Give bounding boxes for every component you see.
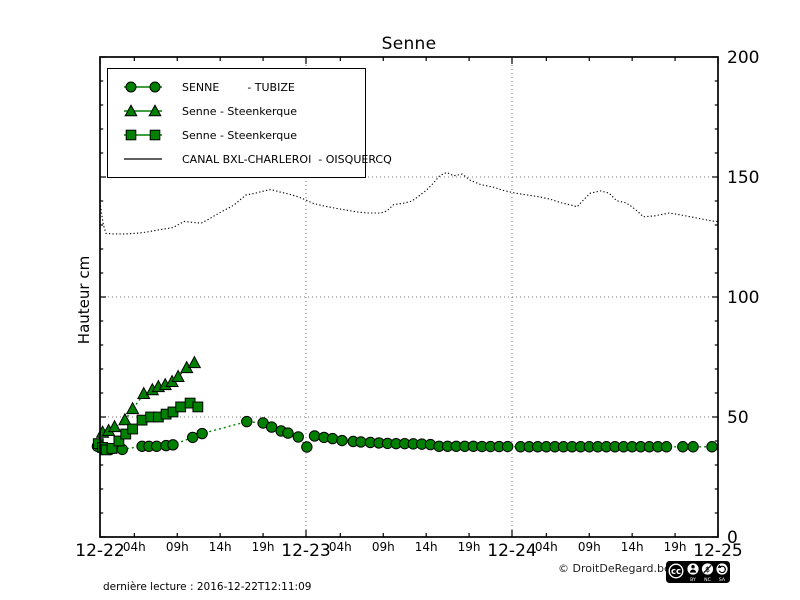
circle-marker-icon bbox=[124, 81, 162, 93]
copyright-text: © DroitDeRegard.be bbox=[558, 562, 671, 575]
x-hour-label: 14h bbox=[415, 540, 438, 554]
axis-tick-labels: 0 50 100 150 200 12-22 12-23 12-24 12-25 04h 09h 14… bbox=[75, 48, 759, 561]
y-tick-label: 0 bbox=[727, 528, 738, 548]
legend-item-canal: CANAL BXL-CHARLEROI - OISQUERCQ bbox=[121, 152, 392, 166]
legend: SENNE - TUBIZE Senne - Steenkerque Senne… bbox=[107, 68, 392, 178]
x-day-label: 12-23 bbox=[281, 541, 330, 561]
legend-item-tubize: SENNE - TUBIZE bbox=[121, 80, 359, 94]
legend-label: CANAL BXL-CHARLEROI - OISQUERCQ bbox=[182, 152, 392, 166]
last-reading-text: dernière lecture : 2016-12-22T12:11:09 bbox=[103, 581, 312, 593]
x-day-label: 12-22 bbox=[75, 541, 124, 561]
legend-item-steenkerque-2: Senne - Steenkerque bbox=[121, 128, 359, 142]
x-hour-label: 09h bbox=[166, 540, 189, 554]
svg-text:cc: cc bbox=[671, 567, 681, 577]
y-tick-label: 100 bbox=[727, 288, 759, 308]
x-hour-label: 14h bbox=[209, 540, 232, 554]
triangle-marker-icon bbox=[124, 104, 162, 117]
x-hour-label: 19h bbox=[252, 540, 275, 554]
legend-item-steenkerque-1: Senne - Steenkerque bbox=[121, 104, 359, 118]
legend-label: SENNE - TUBIZE bbox=[182, 80, 295, 94]
y-tick-label: 150 bbox=[727, 168, 759, 188]
cc-sa-icon: SA bbox=[716, 563, 728, 583]
svg-text:NC: NC bbox=[704, 577, 711, 583]
square-marker-icon bbox=[124, 129, 162, 141]
cc-by-nc-sa-badge[interactable]: cc BY $ NC SA bbox=[666, 561, 730, 583]
cc-by-icon: BY bbox=[687, 563, 699, 583]
footer-status: dernière lecture : 2016-12-22T12:11:09 d… bbox=[103, 556, 311, 600]
svg-text:BY: BY bbox=[690, 577, 696, 583]
series-canal-bxl-charleroi-oisquercq bbox=[99, 171, 719, 235]
y-tick-label: 50 bbox=[727, 408, 749, 428]
legend-label: Senne - Steenkerque bbox=[182, 104, 298, 118]
x-hour-label: 19h bbox=[458, 540, 481, 554]
series-senne-tubize bbox=[91, 415, 718, 456]
x-hour-label: 04h bbox=[535, 540, 558, 554]
x-hour-label: 04h bbox=[329, 540, 352, 554]
legend-label: Senne - Steenkerque bbox=[182, 128, 298, 142]
x-hour-label: 19h bbox=[664, 540, 687, 554]
series-senne-steenkerque-triangles bbox=[95, 355, 202, 438]
x-hour-label: 04h bbox=[123, 540, 146, 554]
x-day-label: 12-24 bbox=[487, 541, 536, 561]
series-senne-steenkerque-squares bbox=[92, 397, 204, 456]
x-hour-label: 14h bbox=[621, 540, 644, 554]
y-tick-label: 200 bbox=[727, 48, 759, 68]
cc-nc-icon: $ NC bbox=[701, 563, 714, 583]
x-hour-label: 09h bbox=[578, 540, 601, 554]
x-hour-label: 09h bbox=[372, 540, 395, 554]
y-axis-label: Hauteur cm bbox=[75, 255, 93, 345]
chart-title: Senne bbox=[381, 34, 437, 54]
axis-ticks bbox=[99, 56, 719, 538]
line-marker-icon bbox=[124, 158, 162, 160]
svg-text:SA: SA bbox=[719, 577, 726, 583]
x-day-label: 12-25 bbox=[693, 541, 742, 561]
cc-logo-icon: cc bbox=[668, 563, 684, 579]
